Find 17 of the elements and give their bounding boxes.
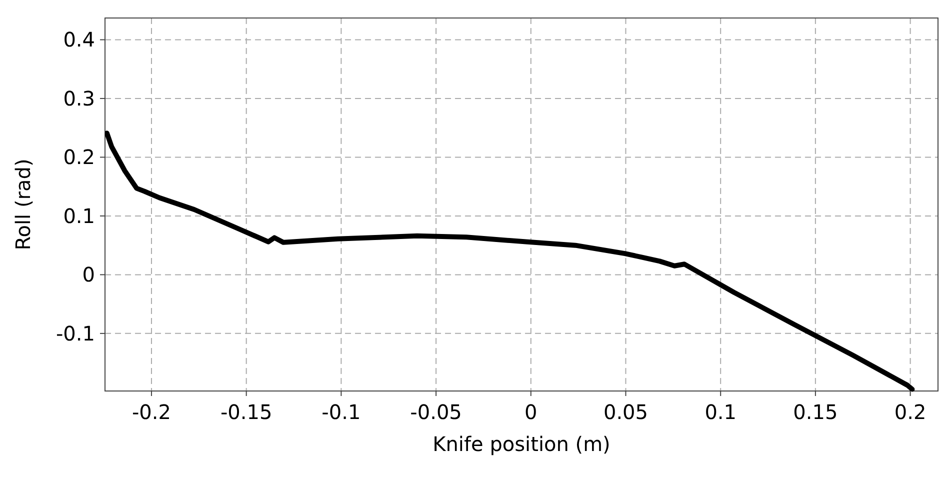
y-tick-label: 0.3 [63,86,95,110]
x-tick-label: 0.1 [704,400,737,424]
x-tick-label: 0.05 [603,400,648,424]
y-tick-label: 0 [82,262,95,287]
x-tick-label: 0.15 [793,400,838,424]
y-tick-label: 0.1 [63,204,95,228]
y-tick-label: 0.2 [63,145,95,170]
x-tick-label: 0 [524,400,538,424]
x-tick-label: -0.1 [322,400,361,424]
x-tick-label: -0.15 [220,400,272,424]
y-tick-label: 0.4 [63,28,95,52]
x-tick-label: 0.2 [894,400,926,424]
y-tick-label: -0.1 [56,321,95,346]
x-tick-label: -0.2 [132,400,171,424]
x-axis-title: Knife position (m) [432,432,610,456]
x-tick-label: -0.05 [410,400,462,424]
y-axis-title: Roll (rad) [11,158,35,250]
